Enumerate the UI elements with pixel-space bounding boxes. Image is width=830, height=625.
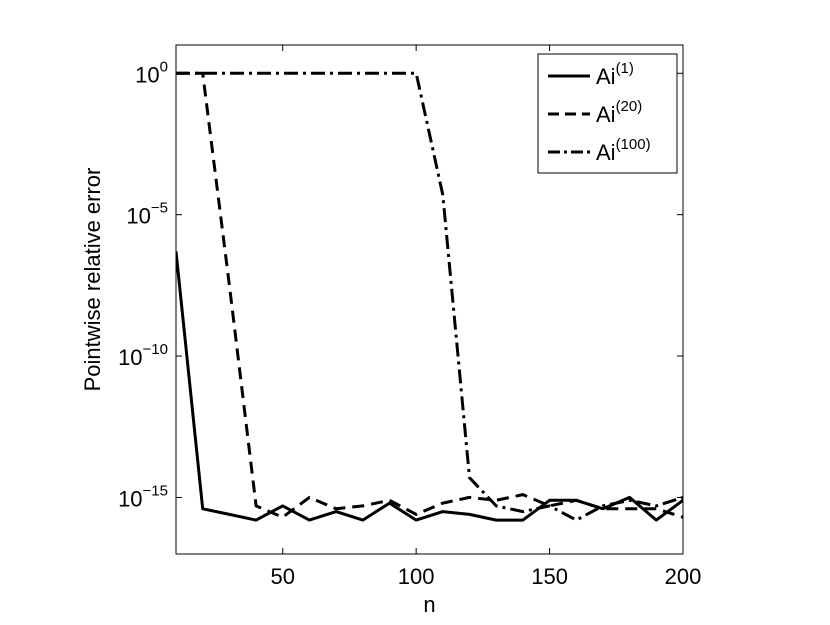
legend-label-2: Ai(20) (596, 98, 642, 127)
legend-label-superscript: (20) (616, 98, 643, 115)
legend-box (537, 53, 678, 174)
legend-label-base: Ai (596, 64, 616, 89)
legend-label-superscript: (1) (616, 60, 634, 77)
y-tick-base: 10 (126, 204, 150, 229)
y-tick-base: 10 (118, 486, 142, 511)
x-tick-label: 150 (531, 564, 568, 589)
plot-area (176, 71, 683, 522)
y-tick-label: 10−10 (118, 341, 168, 370)
y-tick-exponent: −10 (143, 341, 168, 358)
legend-label-base: Ai (596, 102, 616, 127)
y-tick-label: 10−5 (126, 200, 168, 229)
y-tick-exponent: −5 (151, 200, 168, 217)
y-tick-exponent: 0 (160, 58, 168, 75)
y-axis-title: Pointwise relative error (80, 168, 105, 392)
x-axis-title: n (423, 592, 435, 617)
legend-label-superscript: (100) (616, 136, 651, 153)
legend-label-3: Ai(100) (596, 136, 651, 165)
y-tick-exponent: −15 (143, 482, 168, 499)
y-tick-base: 10 (135, 62, 159, 87)
y-tick-label: 10−15 (118, 482, 168, 511)
axes-box (175, 44, 684, 555)
x-tick-label: 100 (398, 564, 435, 589)
series-line-1 (176, 251, 683, 522)
legend: Ai(1)Ai(20)Ai(100) (537, 53, 678, 174)
legend-label-base: Ai (596, 140, 616, 165)
y-tick-base: 10 (118, 345, 142, 370)
y-tick-label: 100 (135, 58, 168, 87)
x-tick-label: 200 (665, 564, 702, 589)
x-tick-label: 50 (270, 564, 294, 589)
series-line-2 (176, 71, 683, 519)
legend-label-1: Ai(1) (596, 60, 634, 89)
series-line-3 (176, 71, 683, 522)
